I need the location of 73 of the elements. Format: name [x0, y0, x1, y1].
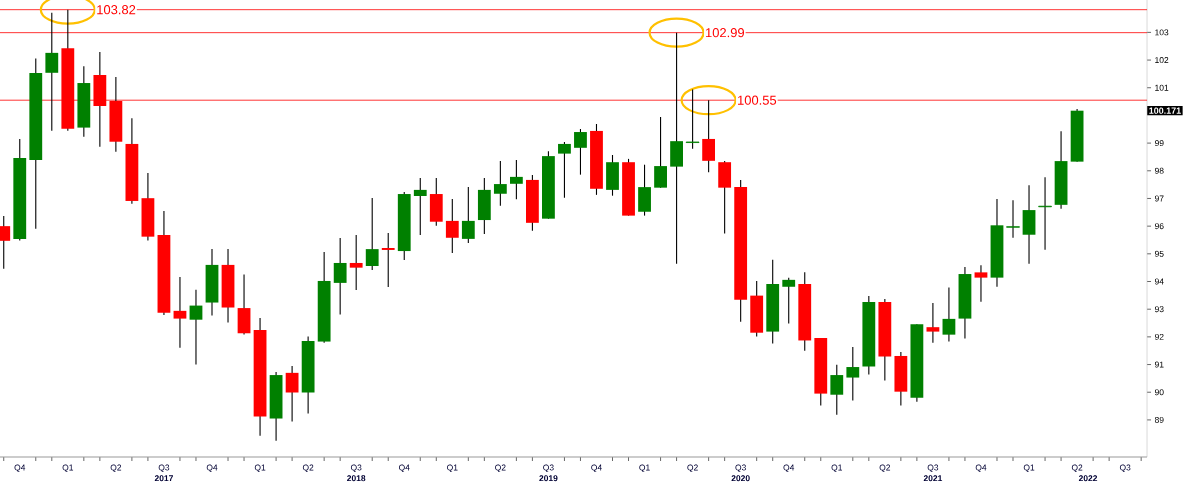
- candlestick: [381, 232, 395, 288]
- x-tick-label: Q3: [735, 464, 746, 473]
- x-tick-label: Q4: [783, 464, 795, 473]
- y-tick-label: 93: [1154, 306, 1164, 313]
- y-tick-label: 89: [1154, 416, 1164, 423]
- candlestick: [926, 302, 940, 344]
- candlestick: [846, 346, 860, 402]
- candlestick: [461, 186, 475, 244]
- candlestick: [493, 160, 507, 207]
- text: 2017: [154, 475, 173, 482]
- text: 2018: [347, 475, 366, 482]
- candlestick: [413, 177, 427, 236]
- y-tick-label: 103: [1155, 29, 1169, 36]
- y-tick-label: 90: [1154, 389, 1164, 396]
- text: 2022: [1078, 475, 1098, 482]
- candlestick: [782, 277, 796, 325]
- x-tick-label: Q2: [879, 464, 891, 473]
- text: 2020: [731, 475, 750, 482]
- candlestick: [173, 276, 187, 349]
- x-tick-label: Q2: [687, 464, 698, 473]
- candlestick: [189, 289, 203, 366]
- annotation: 100.55: [738, 95, 777, 105]
- y-tick-label: 97: [1154, 195, 1164, 202]
- y-tick-label: 95: [1154, 250, 1164, 257]
- x-tick-label: Q4: [399, 464, 410, 473]
- y-tick-label: 94: [1154, 278, 1164, 285]
- y-tick-label: 96: [1154, 223, 1164, 230]
- x-tick-label: Q3: [1119, 464, 1131, 473]
- x-tick-label: Q1: [831, 464, 843, 473]
- candlestick: [333, 237, 347, 315]
- candlestick: [830, 364, 844, 416]
- x-tick-label: Q4: [591, 464, 602, 473]
- text: 100.171: [1149, 107, 1181, 114]
- candlestick: [1006, 199, 1020, 239]
- candlestick: [558, 141, 571, 199]
- y-tick-label: 101: [1155, 84, 1169, 91]
- candlestick: [285, 365, 299, 423]
- candlestick: [974, 264, 988, 303]
- x-tick-label: Q3: [543, 464, 554, 473]
- y-tick-label: 102: [1155, 57, 1169, 64]
- x-tick-label: Q1: [254, 464, 266, 473]
- x-tick-label: Q2: [495, 464, 506, 473]
- x-tick-label: Q4: [206, 464, 218, 473]
- candlestick: [654, 116, 667, 189]
- x-tick-label: Q1: [447, 464, 458, 473]
- x-tick-label: Q2: [110, 464, 122, 473]
- text: 2019: [539, 475, 558, 482]
- candlestick: [45, 12, 59, 132]
- candlestick: [509, 159, 523, 200]
- x-tick-label: Q3: [927, 464, 939, 473]
- annotation: 102.99: [706, 28, 745, 38]
- x-tick-label: Q2: [302, 464, 314, 473]
- y-tick-label: 92: [1154, 333, 1164, 340]
- x-tick-label: Q1: [1023, 464, 1035, 473]
- text: 2021: [923, 475, 943, 482]
- x-tick-label: Q1: [639, 464, 650, 473]
- x-tick-label: Q1: [62, 464, 74, 473]
- x-tick-label: Q3: [158, 464, 170, 473]
- x-tick-label: Q3: [350, 464, 362, 473]
- x-tick-label: Q4: [975, 464, 987, 473]
- candlestick: [942, 287, 956, 343]
- y-tick-label: 98: [1154, 167, 1164, 174]
- candlestick: [349, 234, 363, 291]
- candlestick: [574, 128, 587, 176]
- x-tick-label: Q4: [14, 464, 26, 473]
- y-tick-label: 91: [1154, 361, 1164, 368]
- annotation: 103.82: [97, 5, 136, 15]
- x-tick-label: Q2: [1071, 464, 1083, 473]
- y-tick-label: 99: [1154, 140, 1164, 147]
- candlestick: [670, 32, 683, 265]
- candlestick: [445, 198, 459, 254]
- candlestick: [685, 88, 700, 150]
- candlestick: [365, 197, 379, 271]
